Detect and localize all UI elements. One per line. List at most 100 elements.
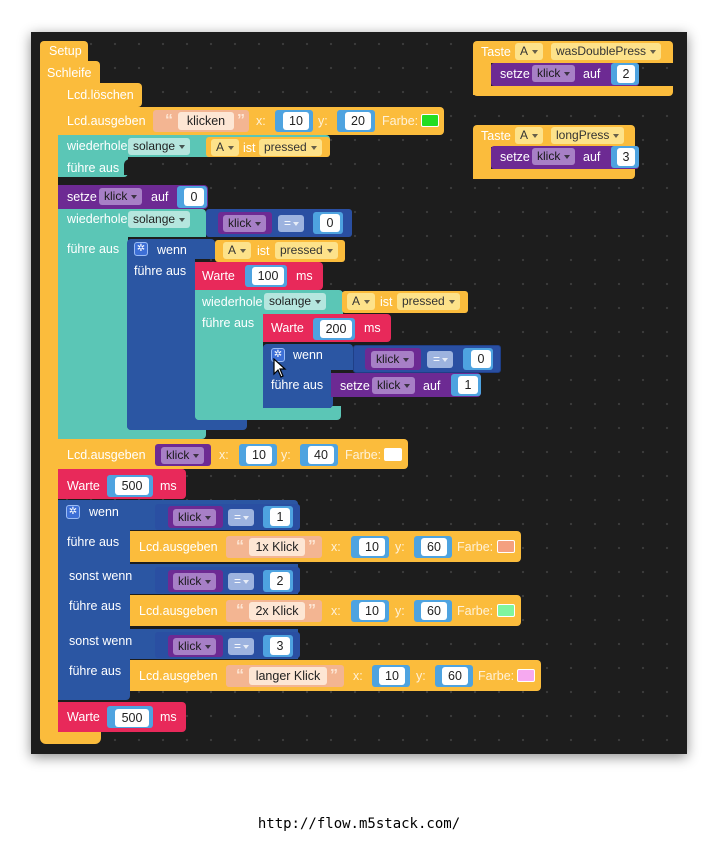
- text-value-long[interactable]: langer Klick: [249, 667, 327, 685]
- key-event-dropdown-1[interactable]: wasDoublePress: [551, 43, 662, 60]
- color-swatch-light-green[interactable]: [497, 604, 515, 617]
- gear-icon[interactable]: ✲: [271, 348, 285, 362]
- compare-value-2[interactable]: 0: [471, 350, 491, 368]
- repeat-while-cap-2: [58, 427, 206, 439]
- key-event-dropdown-2[interactable]: longPress: [551, 127, 625, 144]
- y-value-4[interactable]: 60: [421, 602, 447, 620]
- do-label-1: führe aus: [67, 161, 120, 175]
- setup-block[interactable]: [40, 41, 88, 61]
- wait-value-4[interactable]: 500: [115, 709, 149, 727]
- var-dropdown-3[interactable]: klick: [532, 65, 576, 82]
- while-dropdown-3[interactable]: solange: [264, 293, 327, 310]
- color-swatch-salmon[interactable]: [497, 540, 515, 553]
- var-getter-dropdown-3[interactable]: klick: [161, 447, 205, 464]
- var-getter-dropdown-1[interactable]: klick: [223, 215, 267, 232]
- lcd-show-block-4[interactable]: [130, 595, 521, 626]
- repeat-while-cap-3: [195, 406, 341, 420]
- key-event-cap-1: [473, 86, 673, 96]
- x-value-1[interactable]: 10: [283, 112, 309, 130]
- color-swatch-white[interactable]: [384, 448, 402, 461]
- set-label-2: setze: [340, 379, 370, 393]
- if-label-2: wenn: [293, 348, 323, 362]
- lcd-clear-block[interactable]: [58, 83, 142, 107]
- set-value-1[interactable]: 0: [184, 188, 204, 206]
- while-dropdown-1[interactable]: solange: [128, 138, 191, 155]
- y-value-1[interactable]: 20: [345, 112, 371, 130]
- button-a-dropdown-3[interactable]: A: [347, 293, 376, 310]
- pressed-dropdown-1[interactable]: pressed: [259, 139, 322, 156]
- color-swatch-green[interactable]: [421, 114, 439, 127]
- wait-value-1[interactable]: 100: [252, 267, 284, 285]
- var-dropdown-2[interactable]: klick: [372, 377, 416, 394]
- x-label-1: x:: [256, 114, 266, 128]
- eq-dropdown-4[interactable]: =: [228, 573, 255, 590]
- x-value-2[interactable]: 10: [246, 446, 272, 464]
- lcd-show-block-1[interactable]: [58, 107, 444, 135]
- var-getter-dropdown-6[interactable]: klick: [173, 638, 217, 655]
- loop-left-bar: [40, 82, 58, 742]
- button-a-dropdown-1[interactable]: A: [211, 139, 240, 156]
- wait-value-2[interactable]: 200: [320, 320, 352, 338]
- if-block-1[interactable]: [127, 239, 215, 259]
- blockly-workspace[interactable]: Setup Schleife Lcd.löschen Lcd.ausgeben …: [31, 32, 687, 754]
- while-dropdown-2[interactable]: solange: [128, 211, 191, 228]
- y-value-5[interactable]: 60: [442, 667, 468, 685]
- to-label-1: auf: [151, 190, 169, 204]
- compare-value-3[interactable]: 1: [270, 508, 290, 526]
- gear-icon[interactable]: ✲: [66, 505, 80, 519]
- compare-value-5[interactable]: 3: [270, 637, 290, 655]
- if-elseif-block[interactable]: [58, 500, 130, 700]
- color-label-4: Farbe:: [457, 604, 494, 618]
- set-value-4[interactable]: 3: [617, 148, 635, 166]
- if-body-1: [127, 259, 195, 430]
- to-label-4: auf: [583, 150, 601, 164]
- y-label-1: y:: [318, 114, 328, 128]
- lcd-show-label-3: Lcd.ausgeben: [139, 540, 218, 554]
- var-getter-dropdown-2[interactable]: klick: [371, 351, 415, 368]
- set-value-3[interactable]: 2: [617, 65, 635, 83]
- wait-value-3[interactable]: 500: [115, 477, 149, 495]
- repeat-while-body-2: [58, 237, 128, 439]
- quote-open-icon: “: [236, 602, 244, 619]
- y-value-3[interactable]: 60: [421, 538, 447, 556]
- eq-dropdown-5[interactable]: =: [228, 638, 255, 655]
- else-if-label-2: sonst wenn: [69, 634, 133, 648]
- x-value-5[interactable]: 10: [379, 667, 405, 685]
- eq-dropdown-3[interactable]: =: [228, 509, 255, 526]
- lcd-show-block-3[interactable]: [130, 531, 521, 562]
- color-swatch-pink[interactable]: [517, 669, 535, 682]
- x-value-4[interactable]: 10: [359, 602, 385, 620]
- gear-icon[interactable]: ✲: [134, 242, 148, 256]
- button-a-dropdown-2[interactable]: A: [223, 242, 252, 259]
- key-button-dropdown-1[interactable]: A: [515, 43, 544, 60]
- text-value-1x[interactable]: 1x Klick: [249, 538, 305, 556]
- pressed-dropdown-3[interactable]: pressed: [397, 293, 460, 310]
- eq-dropdown-2[interactable]: =: [427, 351, 454, 368]
- x-value-3[interactable]: 10: [359, 538, 385, 556]
- set-value-2[interactable]: 1: [458, 376, 478, 394]
- var-dropdown-1[interactable]: klick: [99, 188, 143, 205]
- var-getter-dropdown-5[interactable]: klick: [173, 573, 217, 590]
- setup-label: Setup: [49, 44, 82, 58]
- quote-close-icon: ”: [308, 602, 316, 619]
- var-getter-dropdown-4[interactable]: klick: [173, 509, 217, 526]
- lcd-show-label-4: Lcd.ausgeben: [139, 604, 218, 618]
- eq-dropdown-1[interactable]: =: [278, 215, 305, 232]
- y-label-2: y:: [281, 448, 291, 462]
- if-label-1: wenn: [157, 243, 187, 257]
- key-button-dropdown-2[interactable]: A: [515, 127, 544, 144]
- y-value-2[interactable]: 40: [308, 446, 334, 464]
- compare-value-4[interactable]: 2: [270, 572, 290, 590]
- color-label-5: Farbe:: [478, 669, 515, 683]
- loop-bottom-cap: [40, 728, 101, 744]
- text-value-klicken[interactable]: klicken: [178, 112, 234, 130]
- compare-value-1[interactable]: 0: [320, 214, 340, 232]
- loop-block[interactable]: [40, 61, 100, 85]
- lcd-show-block-2[interactable]: [58, 439, 408, 469]
- text-value-2x[interactable]: 2x Klick: [249, 602, 305, 620]
- repeat-label-1: wiederhole: [67, 139, 128, 153]
- x-label-3: x:: [331, 540, 341, 554]
- pressed-dropdown-2[interactable]: pressed: [275, 242, 338, 259]
- ms-label-1: ms: [296, 269, 313, 283]
- var-dropdown-4[interactable]: klick: [532, 148, 576, 165]
